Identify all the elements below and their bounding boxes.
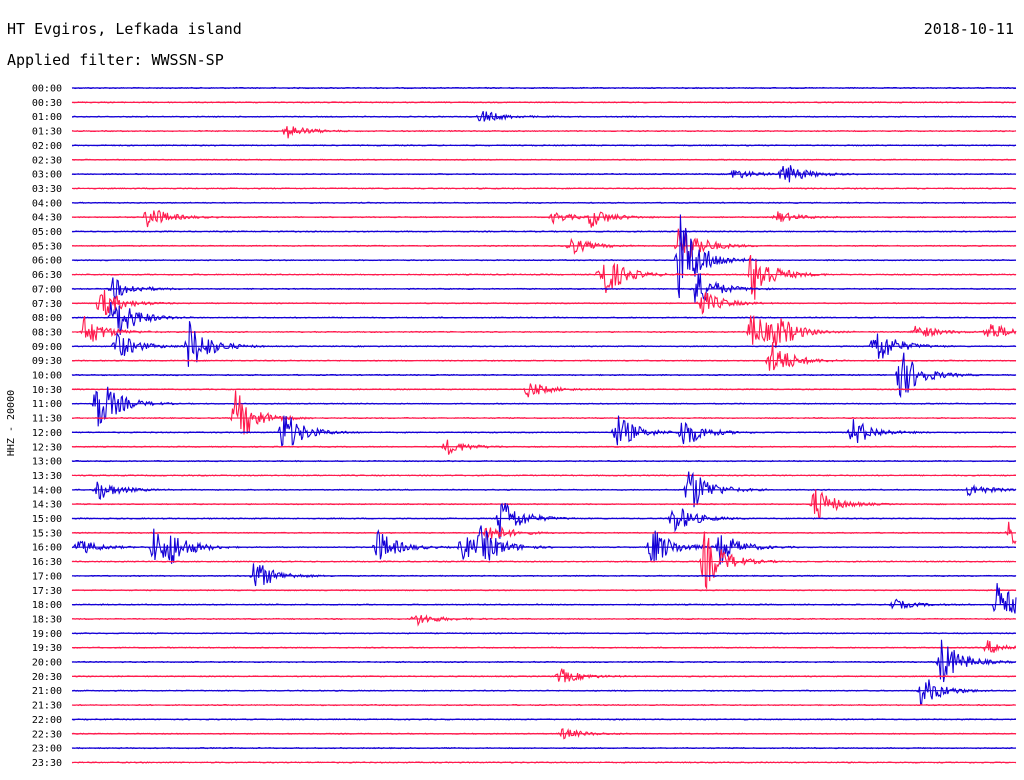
row-label: 20:30	[32, 672, 62, 683]
row-label: 19:00	[32, 629, 62, 640]
row-label: 20:00	[32, 658, 62, 669]
trace-row	[71, 289, 1017, 316]
trace-row	[71, 209, 1017, 228]
row-label: 06:30	[32, 270, 62, 281]
row-label: 22:30	[32, 729, 62, 740]
row-label: 13:30	[32, 471, 62, 482]
row-label: 04:00	[32, 198, 62, 209]
row-label: 02:00	[32, 141, 62, 152]
trace-row	[71, 386, 1017, 427]
recording-date: 2018-10-11	[923, 20, 1014, 38]
row-label: 00:30	[32, 98, 62, 109]
trace-row	[71, 302, 1017, 335]
row-label: 12:30	[32, 442, 62, 453]
row-label: 14:30	[32, 500, 62, 511]
row-label: 09:30	[32, 356, 62, 367]
station-title: HT Evgiros, Lefkada island	[7, 20, 242, 38]
trace-row	[72, 668, 1017, 683]
row-label: 23:00	[32, 744, 62, 755]
filter-label: Applied filter: WWSSN-SP	[7, 51, 224, 69]
trace-row	[71, 415, 1017, 448]
trace-row	[71, 273, 1017, 303]
trace-row	[71, 525, 1016, 565]
row-label: 10:30	[32, 385, 62, 396]
trace-row	[71, 614, 1017, 627]
row-label: 18:00	[32, 600, 62, 611]
row-label: 22:00	[32, 715, 62, 726]
trace-row	[71, 679, 1017, 705]
row-label: 09:00	[32, 342, 62, 353]
row-label: 15:30	[32, 528, 62, 539]
row-label: 01:00	[32, 112, 62, 123]
trace-row	[72, 227, 1017, 260]
row-label: 03:00	[32, 170, 62, 181]
row-label: 08:00	[32, 313, 62, 324]
row-label: 01:30	[32, 127, 62, 138]
row-label: 05:30	[32, 241, 62, 252]
row-label: 10:00	[32, 371, 62, 382]
seismic-traces	[71, 86, 1017, 764]
row-label: 02:30	[32, 155, 62, 166]
row-label: 17:00	[32, 571, 62, 582]
trace-row	[71, 640, 1017, 653]
row-label: 07:00	[32, 284, 62, 295]
channel-label: HHZ - 20000	[6, 390, 17, 456]
trace-row	[71, 489, 1017, 519]
row-label: 21:30	[32, 701, 62, 712]
trace-row	[71, 383, 1017, 398]
trace-row	[71, 531, 1017, 591]
row-label: 03:30	[32, 184, 62, 195]
row-label: 04:30	[32, 213, 62, 224]
trace-row	[71, 563, 1017, 587]
row-label: 08:30	[32, 327, 62, 338]
trace-row	[71, 254, 1017, 300]
row-label: 06:00	[32, 256, 62, 267]
row-label: 00:00	[32, 84, 62, 95]
row-label: 16:00	[32, 543, 62, 554]
row-labels: 00:00 00:30 01:00 01:30 02:00 02:30 03:00 03:30…	[32, 84, 62, 769]
row-label: 11:30	[32, 414, 62, 425]
row-label: 14:00	[32, 485, 62, 496]
row-label: 12:00	[32, 428, 62, 439]
row-label: 13:00	[32, 457, 62, 468]
trace-row	[71, 390, 1017, 435]
row-label: 21:00	[32, 686, 62, 697]
row-label: 07:30	[32, 299, 62, 310]
row-label: 23:30	[32, 758, 62, 769]
trace-row	[71, 214, 1017, 299]
row-label: 05:00	[32, 227, 62, 238]
row-label: 18:30	[32, 614, 62, 625]
trace-row	[71, 583, 1017, 614]
row-label: 19:30	[32, 643, 62, 654]
row-label: 11:00	[32, 399, 62, 410]
row-label: 17:30	[32, 586, 62, 597]
row-label: 15:00	[32, 514, 62, 525]
row-label: 16:30	[32, 557, 62, 568]
trace-row	[71, 126, 1017, 139]
